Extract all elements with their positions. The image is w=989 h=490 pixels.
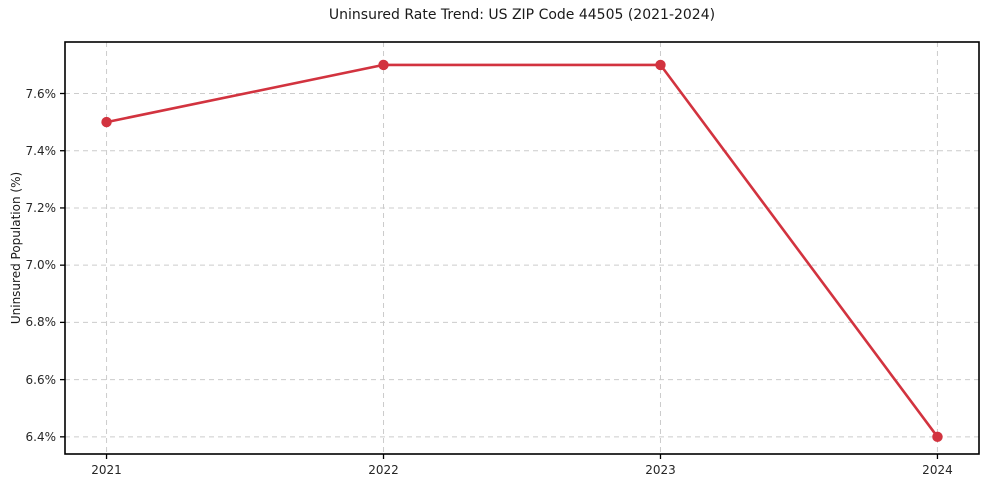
y-tick-label: 6.6% xyxy=(25,372,57,387)
y-tick-label: 7.2% xyxy=(25,200,57,215)
plot-border xyxy=(64,41,980,455)
y-tick-label: 6.8% xyxy=(25,315,57,330)
x-tick-label: 2024 xyxy=(922,463,953,477)
data-point-marker xyxy=(378,59,389,71)
y-tick-label: 7.6% xyxy=(25,86,57,101)
data-point-marker xyxy=(932,431,943,443)
x-tick-label: 2022 xyxy=(368,463,399,477)
data-point-marker xyxy=(101,116,112,128)
x-tick-label: 2023 xyxy=(645,463,676,477)
y-tick-label: 7.0% xyxy=(25,258,57,273)
data-point-marker xyxy=(655,59,666,71)
y-tick-label: 6.4% xyxy=(25,429,57,444)
chart-title: Uninsured Rate Trend: US ZIP Code 44505 … xyxy=(328,7,716,23)
trend-line xyxy=(105,63,939,439)
y-tick-label: 7.4% xyxy=(25,143,57,158)
x-tick-label: 2021 xyxy=(91,463,122,477)
